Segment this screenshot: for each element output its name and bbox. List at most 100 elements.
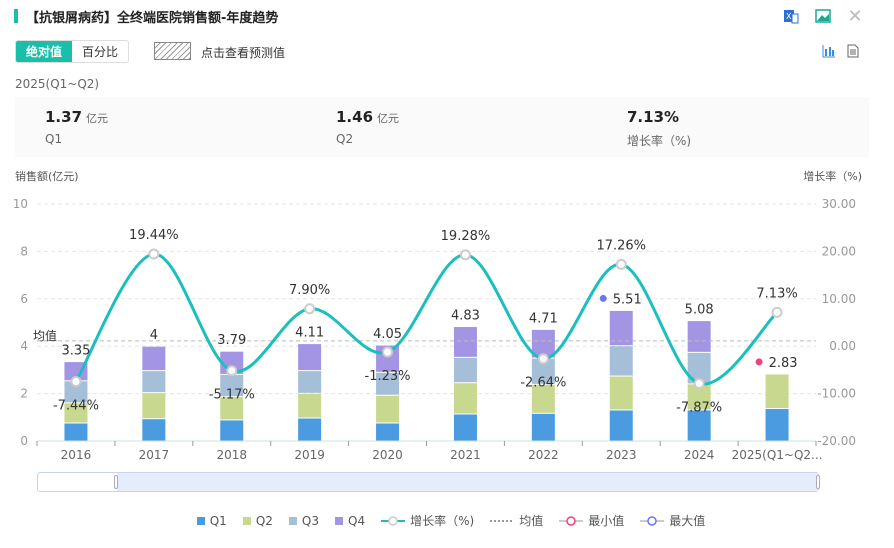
bar-q2 [298, 393, 322, 418]
bar-chart-icon[interactable] [822, 43, 836, 62]
growth-point [382, 346, 394, 358]
bar-q3 [687, 352, 711, 384]
close-icon[interactable]: ✕ [847, 5, 863, 27]
bar-q4 [142, 346, 166, 371]
bar-q1 [765, 409, 789, 441]
average-label: 均值 [33, 328, 57, 343]
bar-q1 [531, 413, 555, 441]
growth-label: 19.44% [129, 228, 179, 243]
bar-q3 [298, 371, 322, 393]
growth-point [459, 249, 471, 261]
bar-q3 [531, 358, 555, 384]
summary-panel: 1.37 亿元 Q1 1.46 亿元 Q2 7.13% 增长率（%) [15, 97, 869, 157]
bar-q4 [453, 327, 477, 357]
stat-unit: 亿元 [86, 112, 109, 125]
legend-q4[interactable]: Q4 [335, 512, 365, 529]
total-label: 5.08 [685, 303, 714, 318]
bar-q2 [765, 374, 789, 409]
legend: Q1 Q2 Q3 Q4 增长率（%) 均值 最小值 最大值 [0, 512, 894, 529]
total-label: 3.79 [217, 333, 246, 348]
bar-q1 [687, 410, 711, 441]
image-export-icon[interactable] [814, 7, 832, 25]
right-tick-label: -20.00 [817, 434, 856, 448]
x-tick-label: 2023 [606, 448, 637, 462]
right-tick-label: -10.00 [817, 387, 856, 401]
percentage-tab[interactable]: 百分比 [82, 45, 119, 59]
growth-point [70, 375, 82, 387]
legend-average[interactable]: 均值 [490, 514, 544, 528]
growth-point [615, 258, 627, 270]
total-label: 4.71 [529, 311, 558, 326]
x-tick-label: 2020 [372, 448, 403, 462]
forecast-toggle[interactable] [154, 42, 191, 60]
x-tick-label: 2025(Q1~Q2... [732, 448, 823, 462]
bar-q1 [453, 414, 477, 441]
bar-q2 [609, 376, 633, 410]
svg-text:X: X [786, 12, 792, 21]
right-axis-title: 增长率（%) [803, 170, 862, 183]
bar-q1 [298, 418, 322, 441]
x-tick-label: 2021 [450, 448, 481, 462]
x-tick-label: 2024 [684, 448, 715, 462]
range-slider[interactable] [37, 472, 820, 492]
bar-q4 [609, 310, 633, 346]
stat-value: 1.37 [45, 108, 83, 126]
bar-q2 [142, 393, 166, 419]
left-tick-label: 10 [13, 197, 28, 211]
stat-growth: 7.13% 增长率（%) [627, 107, 691, 149]
legend-growth[interactable]: 增长率（%) [381, 512, 474, 529]
bar-q1 [220, 420, 244, 441]
mode-toggle: 绝对值 百分比 [15, 40, 130, 63]
slider-selection[interactable] [117, 473, 818, 491]
bar-q3 [609, 346, 633, 376]
right-tick-label: 0.00 [829, 339, 856, 353]
legend-min[interactable]: 最小值 [559, 512, 624, 529]
bar-q1 [142, 419, 166, 441]
bar-q3 [220, 374, 244, 397]
growth-label: -2.64% [520, 376, 566, 391]
left-tick-label: 8 [20, 244, 28, 258]
growth-label: 7.90% [289, 283, 330, 298]
legend-q3[interactable]: Q3 [288, 512, 319, 529]
stat-unit: 亿元 [377, 112, 400, 125]
period-label: 2025(Q1~Q2) [15, 77, 100, 91]
bar-q2 [531, 384, 555, 413]
excel-export-icon[interactable]: X [782, 7, 800, 25]
slider-handle-left[interactable] [114, 475, 118, 489]
right-tick-label: 20.00 [822, 244, 856, 258]
stat-label: 增长率（%) [627, 134, 692, 148]
left-axis-title: 销售额(亿元) [15, 170, 79, 183]
absolute-value-tab[interactable]: 绝对值 [16, 41, 73, 62]
growth-label: -7.87% [676, 401, 722, 416]
growth-line [74, 252, 779, 386]
total-label: 4.83 [451, 309, 480, 324]
total-label: 3.35 [61, 344, 90, 359]
bar-q1 [609, 410, 633, 441]
title-bar: 【抗银屑病药】全终端医院销售额-年度趋势 [14, 8, 278, 26]
total-label: 4.05 [373, 327, 402, 342]
total-label: 5.51 [613, 292, 642, 307]
growth-label: -1.23% [365, 369, 411, 384]
bar-q2 [376, 395, 400, 423]
growth-point [148, 248, 160, 260]
total-label: 2.83 [769, 356, 798, 371]
stat-label: Q1 [45, 132, 63, 146]
bar-q3 [64, 381, 88, 403]
max-marker [599, 294, 607, 302]
left-tick-label: 4 [20, 339, 28, 353]
table-view-icon[interactable] [846, 43, 860, 62]
x-tick-label: 2018 [216, 448, 247, 462]
legend-q2[interactable]: Q2 [242, 512, 273, 529]
bar-q4 [298, 344, 322, 371]
stat-value: 7.13% [627, 108, 680, 126]
forecast-label[interactable]: 点击查看预测值 [201, 46, 286, 60]
legend-q1[interactable]: Q1 [196, 512, 227, 529]
title-accent [14, 9, 18, 23]
legend-max[interactable]: 最大值 [640, 512, 705, 529]
growth-label: -7.44% [53, 398, 99, 413]
growth-point [537, 353, 549, 365]
slider-handle-right[interactable] [816, 475, 820, 489]
growth-label: 17.26% [596, 238, 646, 253]
bar-q2 [220, 397, 244, 420]
x-tick-label: 2019 [294, 448, 325, 462]
